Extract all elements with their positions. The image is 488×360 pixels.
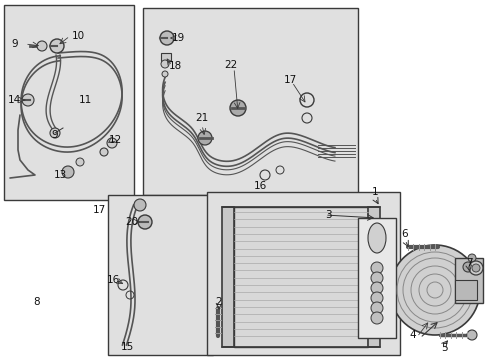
Circle shape [370,312,382,324]
Text: 21: 21 [195,113,208,123]
Circle shape [467,254,475,262]
Circle shape [76,158,84,166]
Text: 15: 15 [120,342,133,352]
Bar [367,207,379,347]
Circle shape [466,330,476,340]
Bar [4,5,134,200]
Bar [357,218,395,338]
Bar [454,280,476,300]
Text: 9: 9 [12,39,18,49]
Text: 7: 7 [465,258,471,268]
Ellipse shape [367,223,385,253]
Circle shape [198,131,212,145]
Circle shape [161,60,169,68]
Circle shape [229,100,245,116]
Bar [234,207,367,347]
Text: 17: 17 [283,75,296,85]
Text: 4: 4 [409,330,415,340]
Text: 11: 11 [78,95,91,105]
Circle shape [471,264,479,272]
Text: 16: 16 [253,181,266,191]
Text: 22: 22 [224,60,237,70]
Text: 13: 13 [53,170,66,180]
Bar [161,53,171,61]
Bar [206,192,399,355]
Text: 6: 6 [401,229,407,239]
Circle shape [50,128,60,138]
Bar [454,258,482,303]
Text: 12: 12 [108,135,122,145]
Circle shape [162,71,168,77]
Circle shape [370,292,382,304]
Text: 19: 19 [171,33,184,43]
Text: 8: 8 [34,297,40,307]
Text: 3: 3 [324,210,331,220]
Circle shape [50,39,64,53]
Circle shape [62,166,74,178]
Text: 14: 14 [7,95,20,105]
Text: 5: 5 [440,343,447,353]
Text: 20: 20 [125,217,138,227]
Circle shape [134,199,146,211]
Text: 9: 9 [52,130,58,140]
Circle shape [107,138,117,148]
Circle shape [370,282,382,294]
Text: 1: 1 [371,187,378,197]
Circle shape [370,302,382,314]
Circle shape [462,262,472,272]
Circle shape [37,41,47,51]
Circle shape [138,215,152,229]
Circle shape [160,31,174,45]
Circle shape [370,262,382,274]
Bar [108,195,213,355]
Circle shape [468,261,482,275]
Text: 10: 10 [71,31,84,41]
Circle shape [370,272,382,284]
Circle shape [22,94,34,106]
Text: 2: 2 [215,297,222,307]
Text: 18: 18 [168,61,181,71]
Text: 17: 17 [92,205,105,215]
Bar [222,207,234,347]
Bar [142,8,357,195]
Text: 16: 16 [106,275,120,285]
Circle shape [100,148,108,156]
Circle shape [389,245,479,335]
